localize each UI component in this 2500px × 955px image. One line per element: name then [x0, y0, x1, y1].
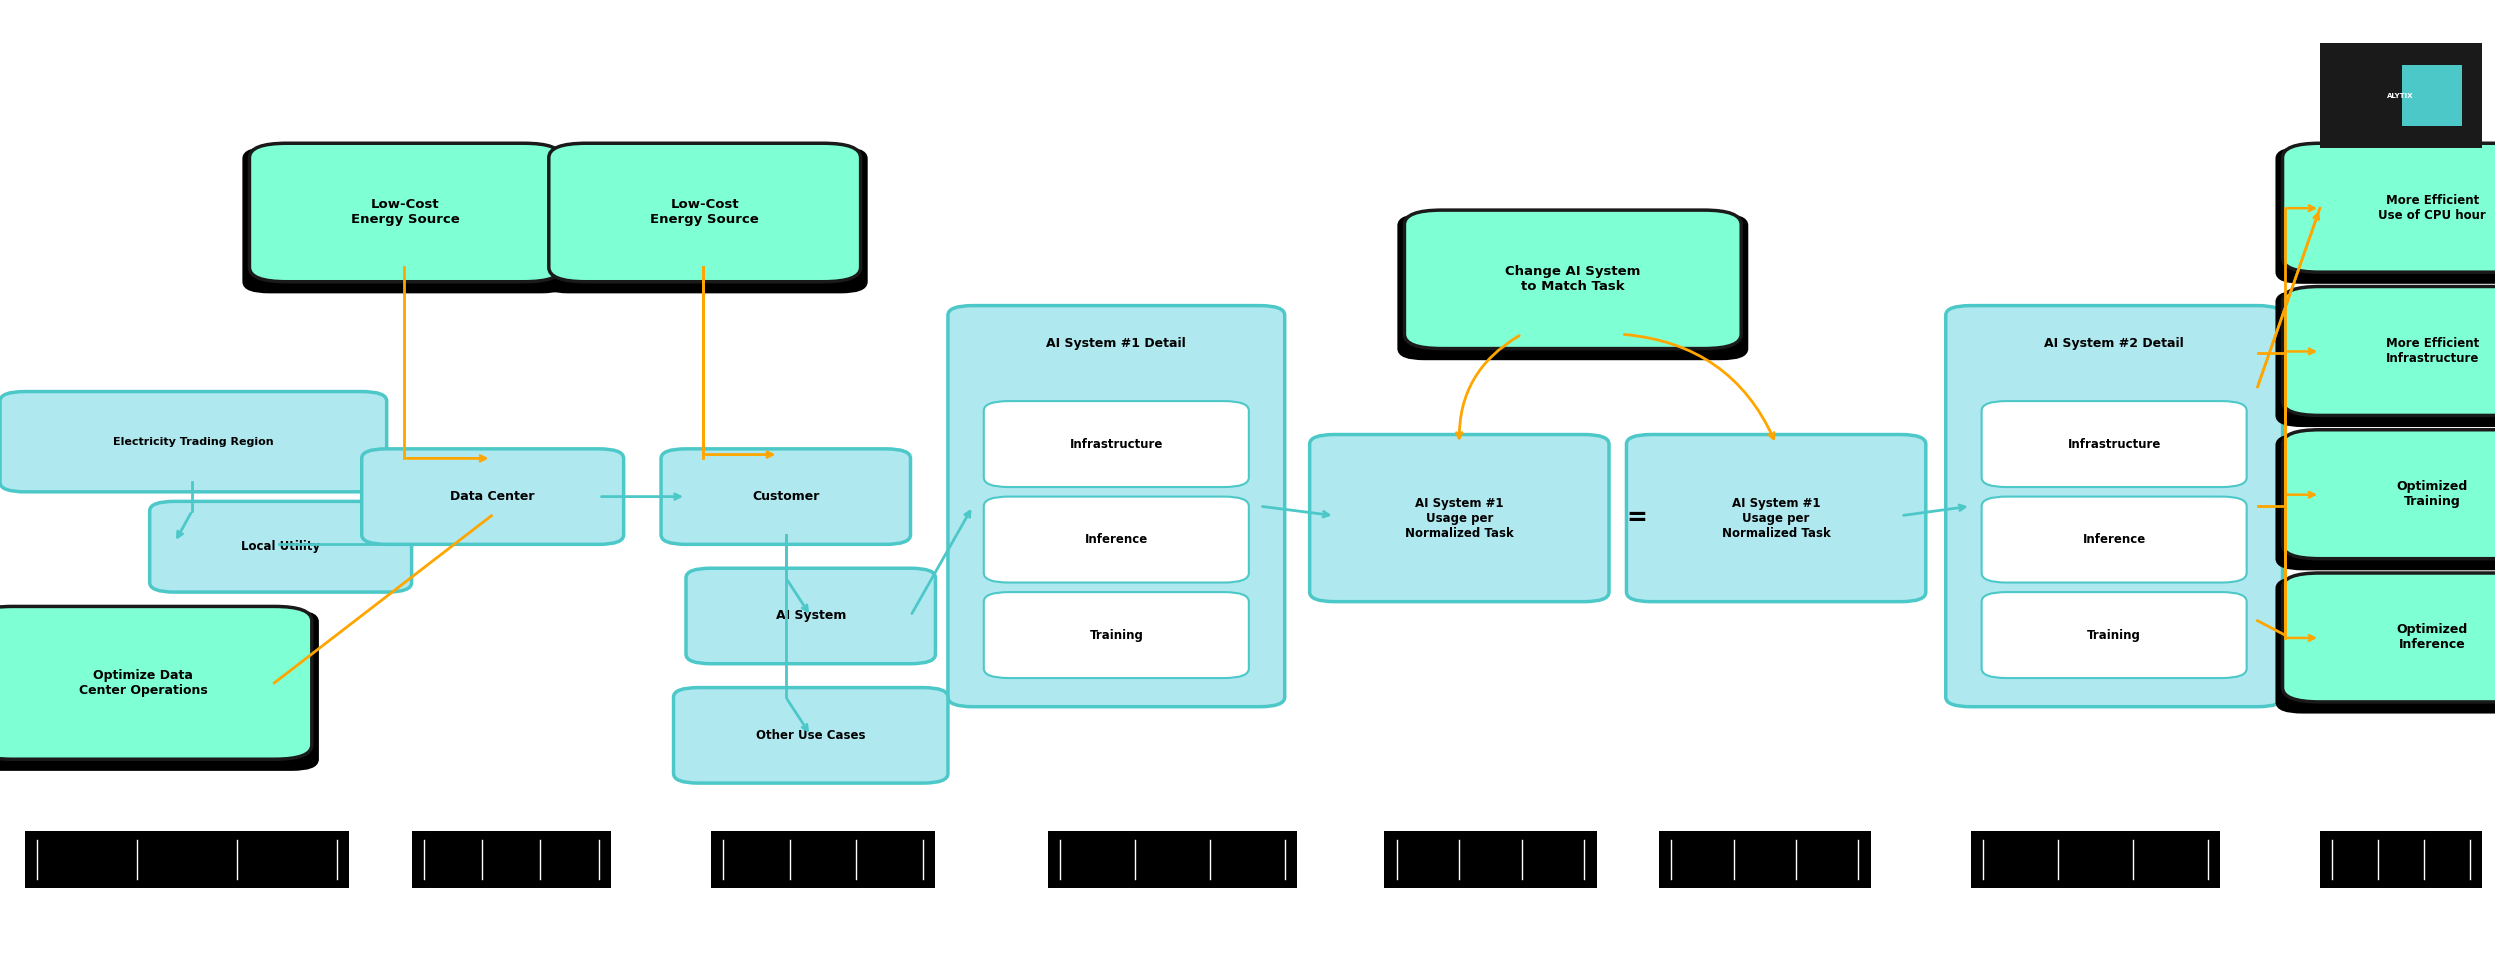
- Text: Optimized
Training: Optimized Training: [2398, 480, 2468, 508]
- FancyBboxPatch shape: [1310, 435, 1610, 602]
- FancyBboxPatch shape: [985, 592, 1250, 678]
- Bar: [2320, 831, 2482, 888]
- FancyBboxPatch shape: [2278, 435, 2500, 568]
- FancyBboxPatch shape: [685, 568, 935, 664]
- Bar: [25, 831, 350, 888]
- Text: Inference: Inference: [1085, 533, 1148, 546]
- Text: AI System #1 Detail: AI System #1 Detail: [1048, 337, 1185, 350]
- Text: AI System #2 Detail: AI System #2 Detail: [2045, 337, 2185, 350]
- FancyBboxPatch shape: [948, 306, 1285, 707]
- FancyBboxPatch shape: [2278, 292, 2500, 425]
- FancyBboxPatch shape: [1628, 435, 1925, 602]
- FancyBboxPatch shape: [672, 688, 948, 783]
- Bar: [710, 831, 935, 888]
- Text: Customer: Customer: [752, 490, 820, 503]
- FancyBboxPatch shape: [150, 501, 412, 592]
- Text: Inference: Inference: [2082, 533, 2145, 546]
- FancyBboxPatch shape: [2402, 65, 2462, 126]
- Text: Other Use Cases: Other Use Cases: [755, 729, 865, 742]
- FancyBboxPatch shape: [660, 449, 910, 544]
- Text: Optimized
Inference: Optimized Inference: [2398, 624, 2468, 651]
- Text: Low-Cost
Energy Source: Low-Cost Energy Source: [650, 199, 760, 226]
- FancyBboxPatch shape: [2320, 43, 2482, 148]
- FancyBboxPatch shape: [1405, 210, 1740, 349]
- Text: Data Center: Data Center: [450, 490, 535, 503]
- FancyBboxPatch shape: [2282, 286, 2500, 415]
- Text: =: =: [1625, 505, 1648, 530]
- Text: Training: Training: [1090, 628, 1142, 642]
- FancyBboxPatch shape: [362, 449, 622, 544]
- FancyBboxPatch shape: [550, 143, 860, 282]
- Text: Electricity Trading Region: Electricity Trading Region: [112, 436, 272, 447]
- FancyBboxPatch shape: [1982, 401, 2248, 487]
- FancyBboxPatch shape: [0, 392, 388, 492]
- FancyBboxPatch shape: [2278, 149, 2500, 282]
- Text: More Efficient
Use of CPU hour: More Efficient Use of CPU hour: [2378, 194, 2485, 222]
- Text: Change AI System
to Match Task: Change AI System to Match Task: [1505, 265, 1640, 293]
- FancyBboxPatch shape: [0, 606, 312, 759]
- FancyBboxPatch shape: [1982, 592, 2248, 678]
- Text: ALYTIX: ALYTIX: [2388, 93, 2412, 98]
- Bar: [412, 831, 610, 888]
- FancyBboxPatch shape: [1982, 497, 2248, 583]
- Text: AI System: AI System: [775, 609, 845, 623]
- Text: Training: Training: [2088, 628, 2140, 642]
- FancyBboxPatch shape: [245, 149, 568, 291]
- FancyBboxPatch shape: [0, 612, 318, 769]
- FancyBboxPatch shape: [1400, 216, 1745, 358]
- FancyBboxPatch shape: [985, 401, 1250, 487]
- FancyBboxPatch shape: [545, 149, 865, 291]
- Bar: [1660, 831, 1870, 888]
- Text: AI System #1
Usage per
Normalized Task: AI System #1 Usage per Normalized Task: [1722, 497, 1830, 540]
- Text: Optimize Data
Center Operations: Optimize Data Center Operations: [80, 668, 208, 697]
- FancyBboxPatch shape: [2278, 579, 2500, 711]
- FancyBboxPatch shape: [985, 497, 1250, 583]
- FancyBboxPatch shape: [2282, 430, 2500, 559]
- Text: More Efficient
Infrastructure: More Efficient Infrastructure: [2385, 337, 2480, 365]
- FancyBboxPatch shape: [2282, 143, 2500, 272]
- Text: Low-Cost
Energy Source: Low-Cost Energy Source: [350, 199, 460, 226]
- Bar: [1385, 831, 1598, 888]
- Text: Infrastructure: Infrastructure: [2068, 437, 2160, 451]
- FancyBboxPatch shape: [1945, 306, 2282, 707]
- Text: Local Utility: Local Utility: [240, 541, 320, 553]
- Bar: [1048, 831, 1298, 888]
- Bar: [1970, 831, 2220, 888]
- Text: AI System #1
Usage per
Normalized Task: AI System #1 Usage per Normalized Task: [1405, 497, 1512, 540]
- Text: Infrastructure: Infrastructure: [1070, 437, 1162, 451]
- FancyBboxPatch shape: [250, 143, 562, 282]
- FancyBboxPatch shape: [2282, 573, 2500, 702]
